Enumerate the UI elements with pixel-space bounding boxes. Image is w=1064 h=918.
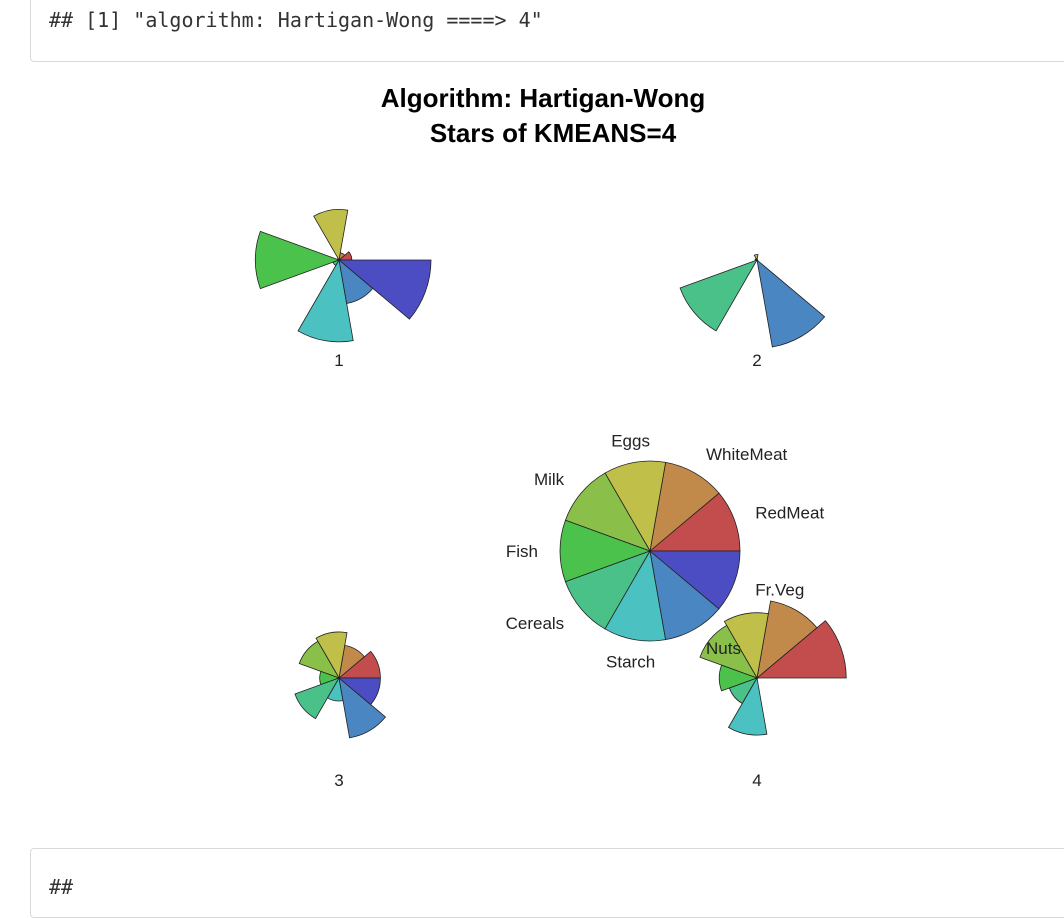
console-output-top: ## [1] "algorithm: Hartigan-Wong ====> 4… <box>30 0 1064 62</box>
star-plot: Algorithm: Hartigan-Wong Stars of KMEANS… <box>0 70 1064 840</box>
key-label-fr-veg: Fr.Veg <box>755 580 804 599</box>
star-label-2: 2 <box>752 351 761 370</box>
key-label-milk: Milk <box>534 470 565 489</box>
stars-layer: 1 2 3 4 <box>255 209 846 790</box>
console-output-bottom: ## <box>30 848 1064 918</box>
star-4: 4 <box>700 601 846 790</box>
star-label-3: 3 <box>334 771 343 790</box>
star-1: 1 <box>255 209 431 370</box>
key-label-redmeat: RedMeat <box>755 504 824 523</box>
chart-title: Algorithm: Hartigan-Wong <box>381 83 705 113</box>
key-label-fish: Fish <box>506 542 538 561</box>
key-label-whitemeat: WhiteMeat <box>706 445 788 464</box>
key-label-starch: Starch <box>606 652 655 671</box>
star-2-segment-cereals <box>680 260 757 331</box>
star-label-1: 1 <box>334 351 343 370</box>
star-1-segment-fish <box>255 231 339 288</box>
star-3: 3 <box>295 632 386 790</box>
star-2: 2 <box>680 254 825 370</box>
key-label-cereals: Cereals <box>506 614 565 633</box>
key-label-nuts: Nuts <box>706 639 741 658</box>
chart-subtitle: Stars of KMEANS=4 <box>430 118 677 148</box>
key-label-eggs: Eggs <box>611 432 650 451</box>
star-label-4: 4 <box>752 771 761 790</box>
star-2-segment-nuts <box>757 260 825 347</box>
